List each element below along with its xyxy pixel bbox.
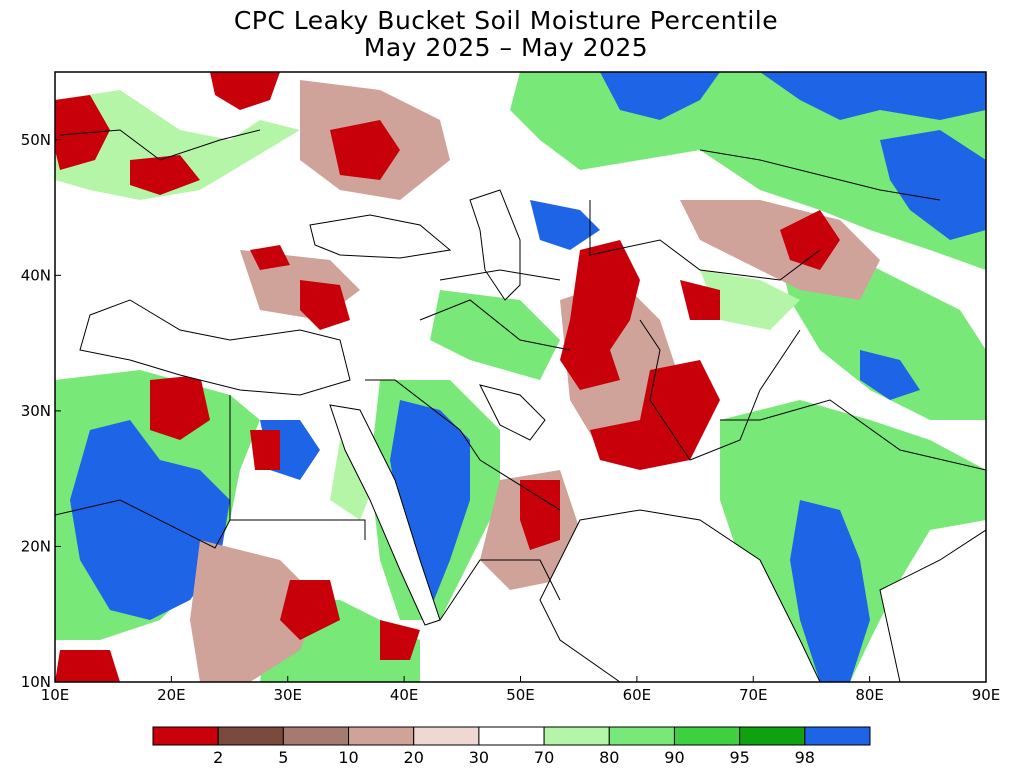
map-field (55, 72, 986, 682)
legend-swatch (739, 726, 806, 746)
legend-swatch (478, 726, 545, 746)
y-axis-labels: 10N 20N 30N 40N 50N (21, 131, 51, 691)
x-tick-label: 50E (506, 686, 535, 704)
color-legend (152, 726, 871, 746)
y-tick-label: 40N (21, 266, 51, 284)
legend-label: 20 (404, 748, 424, 767)
map-title: CPC Leaky Bucket Soil Moisture Percentil… (233, 6, 779, 35)
legend-label: 70 (534, 748, 554, 767)
legend-swatch (348, 726, 415, 746)
x-tick-label: 20E (157, 686, 186, 704)
legend-label: 80 (599, 748, 619, 767)
x-tick-label: 60E (623, 686, 652, 704)
legend-swatch (608, 726, 675, 746)
axis-ticks (54, 139, 987, 683)
legend-label: 5 (278, 748, 288, 767)
very-wet-regions (70, 72, 986, 682)
y-tick-label: 20N (21, 537, 51, 555)
x-tick-label: 40E (390, 686, 419, 704)
legend-label: 30 (469, 748, 489, 767)
x-tick-label: 70E (739, 686, 768, 704)
country-borders (55, 129, 986, 621)
legend-swatch (282, 726, 350, 746)
legend-swatch (152, 726, 219, 746)
legend-label: 90 (664, 748, 684, 767)
map-subtitle: May 2025 – May 2025 (363, 33, 649, 62)
legend-swatch (673, 726, 741, 746)
legend-swatch (543, 726, 610, 746)
x-axis-labels: 10E 20E 30E 40E 50E 60E 70E 80E 90E (41, 686, 1001, 704)
extreme-dry-regions (55, 72, 840, 682)
y-tick-label: 30N (21, 402, 51, 420)
y-tick-label: 10N (21, 673, 51, 691)
water-bodies (79, 189, 986, 682)
legend-swatch (413, 726, 480, 746)
legend-label: 95 (729, 748, 749, 767)
x-tick-label: 80E (855, 686, 884, 704)
x-tick-label: 30E (273, 686, 302, 704)
legend-swatch (804, 726, 871, 746)
legend-label: 2 (213, 748, 223, 767)
x-tick-label: 10E (41, 686, 70, 704)
x-tick-label: 90E (972, 686, 1001, 704)
legend-label: 10 (338, 748, 358, 767)
legend-label: 98 (795, 748, 815, 767)
legend-labels: 2 5 10 20 30 70 80 90 95 98 (213, 748, 815, 767)
y-tick-label: 50N (21, 131, 51, 149)
legend-swatch (217, 726, 284, 746)
